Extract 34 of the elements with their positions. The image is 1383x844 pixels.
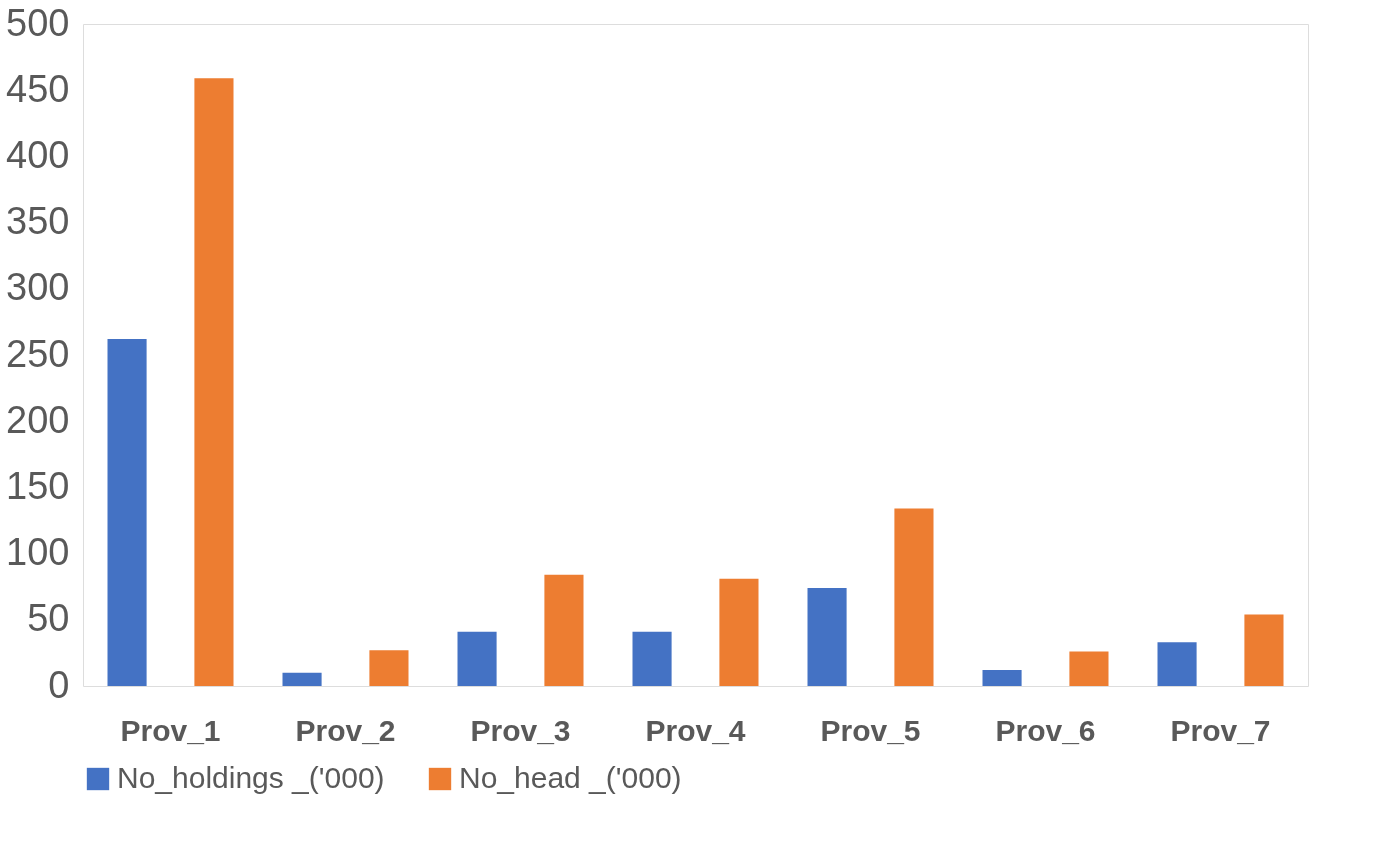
bar (807, 588, 847, 686)
bar (107, 339, 147, 686)
x-tick-label: Prov_5 (820, 713, 921, 747)
bar (1157, 642, 1197, 686)
y-tick-label: 50 (27, 597, 70, 640)
y-tick-label: 400 (6, 133, 70, 176)
y-tick-label: 100 (6, 531, 70, 574)
bar (282, 672, 322, 686)
y-tick-label: 450 (6, 67, 70, 110)
y-tick-label: 250 (6, 332, 70, 375)
bar (194, 78, 234, 686)
bar (719, 578, 759, 686)
x-tick-label: Prov_7 (1170, 713, 1271, 747)
y-tick-label: 0 (48, 663, 70, 706)
bar (369, 650, 409, 686)
x-tick-label: Prov_1 (120, 713, 221, 747)
bar (544, 574, 584, 686)
x-tick-label: Prov_3 (470, 713, 571, 747)
y-tick-label: 150 (6, 464, 70, 507)
bar (632, 631, 672, 686)
bar (457, 631, 497, 686)
y-tick-label: 500 (6, 1, 70, 44)
x-tick-label: Prov_4 (645, 713, 746, 747)
bar (1244, 614, 1284, 686)
y-tick-label: 350 (6, 200, 70, 243)
legend-label: No_head _('000) (459, 761, 682, 794)
y-tick-label: 300 (6, 266, 70, 309)
bar (982, 670, 1022, 686)
x-tick-label: Prov_6 (995, 713, 1096, 747)
bar (1069, 651, 1109, 686)
bar (894, 508, 934, 686)
legend-label: No_holdings _('000) (117, 761, 385, 794)
y-tick-label: 200 (6, 398, 70, 441)
x-tick-label: Prov_2 (295, 713, 396, 747)
